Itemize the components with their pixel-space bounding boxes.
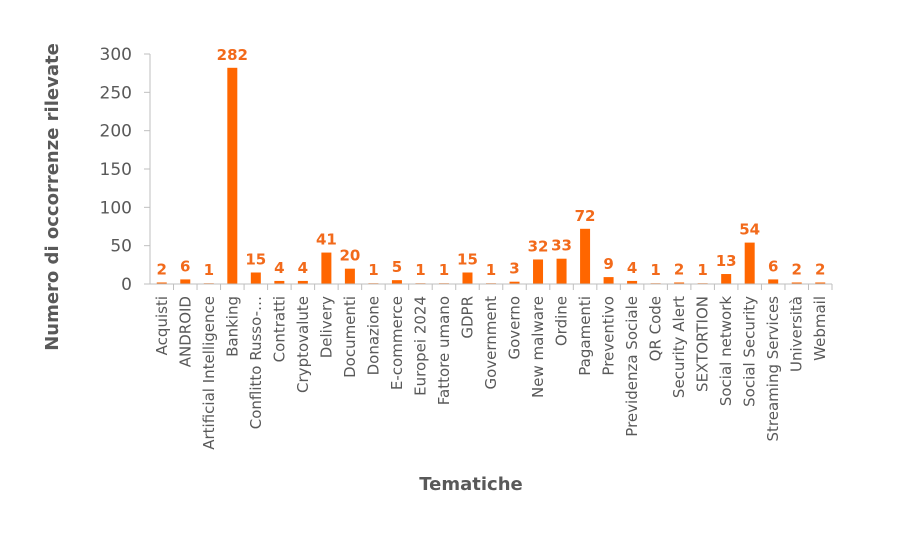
x-tick-label: Artificial Intelligence [200, 296, 218, 450]
bar [674, 282, 685, 284]
bar [556, 258, 567, 284]
x-tick-label: Donazione [364, 296, 382, 375]
bar [627, 280, 638, 284]
y-tick-label: 0 [121, 275, 132, 295]
x-tick-label: Contratti [270, 296, 288, 362]
data-label: 2 [792, 260, 802, 278]
data-label: 3 [509, 260, 519, 278]
x-tick-label: Government [482, 296, 500, 390]
data-label: 6 [768, 257, 778, 275]
y-tick-label: 200 [100, 122, 132, 142]
bar [815, 282, 826, 284]
bar [603, 277, 614, 284]
x-tick-label: ANDROID [176, 296, 194, 367]
data-label: 1 [486, 261, 496, 279]
data-label: 4 [627, 259, 637, 277]
bar [509, 281, 520, 284]
x-tick-label: Security Alert [670, 296, 688, 398]
x-tick-label: Streaming Services [764, 296, 782, 442]
data-label: 15 [245, 251, 266, 269]
x-tick-label: Europei 2024 [411, 296, 429, 396]
data-label: 1 [204, 261, 214, 279]
data-label: 1 [415, 261, 425, 279]
bar [297, 280, 308, 284]
data-label: 1 [439, 261, 449, 279]
x-tick-label: Governo [506, 296, 524, 360]
x-tick-label: Social Security [741, 296, 759, 407]
y-tick-label: 150 [100, 160, 132, 180]
y-axis-title: Numero di occorrenze rilevate [42, 43, 63, 351]
x-tick-label: QR Code [647, 296, 665, 361]
x-tick-label: SEXTORTION [694, 296, 712, 392]
data-label: 5 [392, 258, 402, 276]
data-label: 2 [674, 260, 684, 278]
data-label: 41 [316, 231, 337, 249]
data-label: 282 [217, 46, 248, 64]
x-tick-label: Documenti [341, 296, 359, 378]
data-label: 1 [368, 261, 378, 279]
data-label: 6 [180, 257, 190, 275]
bar [180, 279, 191, 284]
data-label: 9 [603, 255, 613, 273]
x-tick-label: Delivery [317, 296, 335, 358]
y-tick-label: 50 [110, 237, 132, 257]
bar [768, 279, 779, 284]
data-label: 1 [697, 261, 707, 279]
x-axis-title: Tematiche [419, 474, 522, 495]
x-tick-label: Webmail [811, 296, 829, 361]
data-label: 33 [551, 237, 572, 255]
x-tick-label: GDPR [458, 296, 476, 339]
x-tick-label: Università [788, 296, 806, 372]
data-label: 4 [274, 259, 284, 277]
bar [156, 282, 167, 284]
x-tick-label: Fattore umano [435, 296, 453, 405]
data-label: 15 [457, 251, 478, 269]
x-tick-label: Previdenza Sociale [623, 296, 641, 437]
bar [250, 272, 261, 284]
bar [344, 268, 355, 284]
x-tick-label: Banking [223, 296, 241, 357]
bar [391, 280, 402, 284]
bar [533, 259, 544, 284]
bar [791, 282, 802, 284]
bar [580, 228, 591, 284]
x-tick-label: E-commerce [388, 296, 406, 390]
bar [744, 242, 755, 284]
data-label: 2 [815, 260, 825, 278]
bar [274, 280, 285, 284]
y-tick-label: 100 [100, 198, 132, 218]
x-tick-label: New malware [529, 296, 547, 398]
x-tick-label: Ordine [553, 296, 571, 346]
data-label: 72 [575, 207, 596, 225]
bar [462, 272, 473, 284]
data-label: 32 [528, 237, 549, 255]
data-label: 20 [339, 247, 360, 265]
bar [721, 274, 732, 284]
bar [227, 67, 238, 284]
x-tick-label: Conflitto Russo-… [247, 296, 265, 429]
data-label: 2 [157, 260, 167, 278]
y-tick-label: 250 [100, 83, 132, 103]
y-axis-ticks: 0 50 100 150 200 250 300 [100, 45, 150, 295]
x-tick-label: Social network [717, 296, 735, 406]
bar [321, 252, 332, 284]
x-tick-label: Cryptovalute [294, 296, 312, 393]
x-axis-ticks: Acquisti ANDROID Artificial Intelligence Ba… [153, 284, 833, 450]
x-tick-label: Acquisti [153, 296, 171, 355]
data-label: 1 [650, 261, 660, 279]
data-label: 13 [716, 252, 737, 270]
x-tick-label: Pagamenti [576, 296, 594, 376]
y-tick-label: 300 [100, 45, 132, 65]
data-label: 54 [739, 221, 760, 239]
data-label: 4 [298, 259, 308, 277]
x-tick-label: Preventivo [600, 296, 618, 376]
